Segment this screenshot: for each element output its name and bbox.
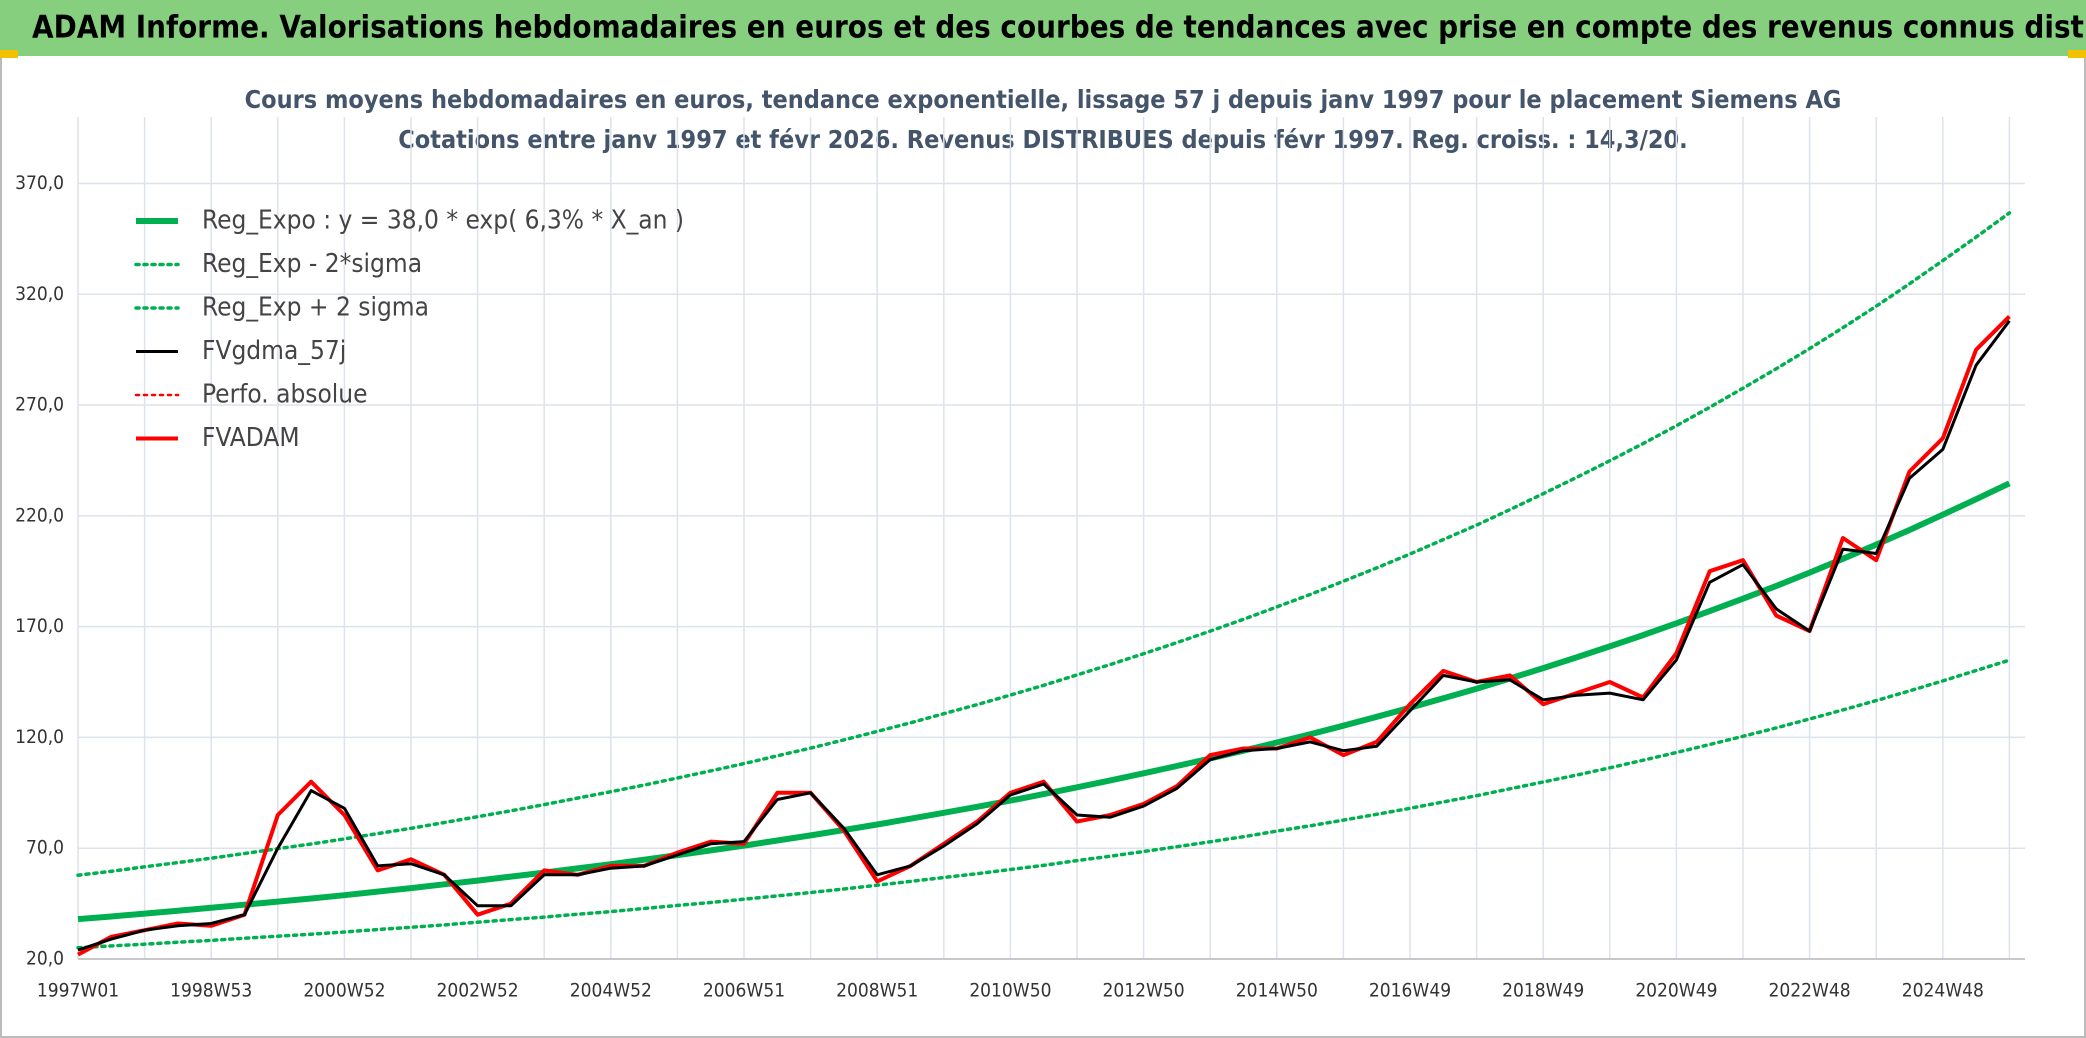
x-tick-label: 2016W49: [1369, 980, 1451, 1002]
y-tick-label: 220,0: [15, 504, 64, 526]
x-tick-label: 2024W48: [1902, 980, 1984, 1002]
legend-label: FVADAM: [202, 423, 300, 453]
legend-label: Reg_Expo : y = 38,0 * exp( 6,3% * X_an ): [202, 206, 684, 236]
x-tick-label: 2002W52: [437, 980, 519, 1002]
legend-label: Perfo. absolue: [202, 380, 368, 410]
y-tick-label: 120,0: [15, 726, 64, 748]
x-tick-label: 2010W50: [969, 980, 1051, 1002]
series-line: [76, 658, 2012, 950]
y-tick-label: 270,0: [15, 394, 64, 416]
series-line: [76, 211, 2012, 877]
x-tick-label: 2020W49: [1635, 980, 1717, 1002]
legend-label: FVgdma_57j: [202, 336, 346, 366]
series-line: [77, 480, 2011, 923]
x-tick-label: 2022W48: [1769, 980, 1851, 1002]
header-title: ADAM Informe. Valorisations hebdomadaire…: [32, 10, 2086, 46]
legend-label: Reg_Exp + 2 sigma: [202, 293, 429, 323]
y-tick-label: 370,0: [15, 172, 64, 194]
x-tick-label: 2000W52: [303, 980, 385, 1002]
x-tick-label: 2012W50: [1103, 980, 1185, 1002]
legend-label: Reg_Exp - 2*sigma: [202, 249, 422, 279]
x-tick-label: 2014W50: [1236, 980, 1318, 1002]
x-tick-label: 1997W01: [37, 980, 119, 1002]
y-tick-label: 70,0: [26, 837, 64, 859]
x-tick-label: 2018W49: [1502, 980, 1584, 1002]
x-tick-label: 2004W52: [570, 980, 652, 1002]
x-tick-label: 2008W51: [836, 980, 918, 1002]
y-tick-label: 320,0: [15, 283, 64, 305]
y-tick-label: 20,0: [26, 948, 64, 970]
x-tick-label: 1998W53: [170, 980, 252, 1002]
y-tick-label: 170,0: [15, 615, 64, 637]
header-bar: [0, 0, 2086, 56]
chart-subtitle: Cotations entre janv 1997 et févr 2026. …: [398, 125, 1687, 154]
series-line: [77, 319, 2011, 952]
chart-title: Cours moyens hebdomadaires en euros, ten…: [245, 85, 1842, 114]
corner: [2068, 50, 2086, 58]
x-tick-label: 2006W51: [703, 980, 785, 1002]
corner: [0, 50, 18, 58]
